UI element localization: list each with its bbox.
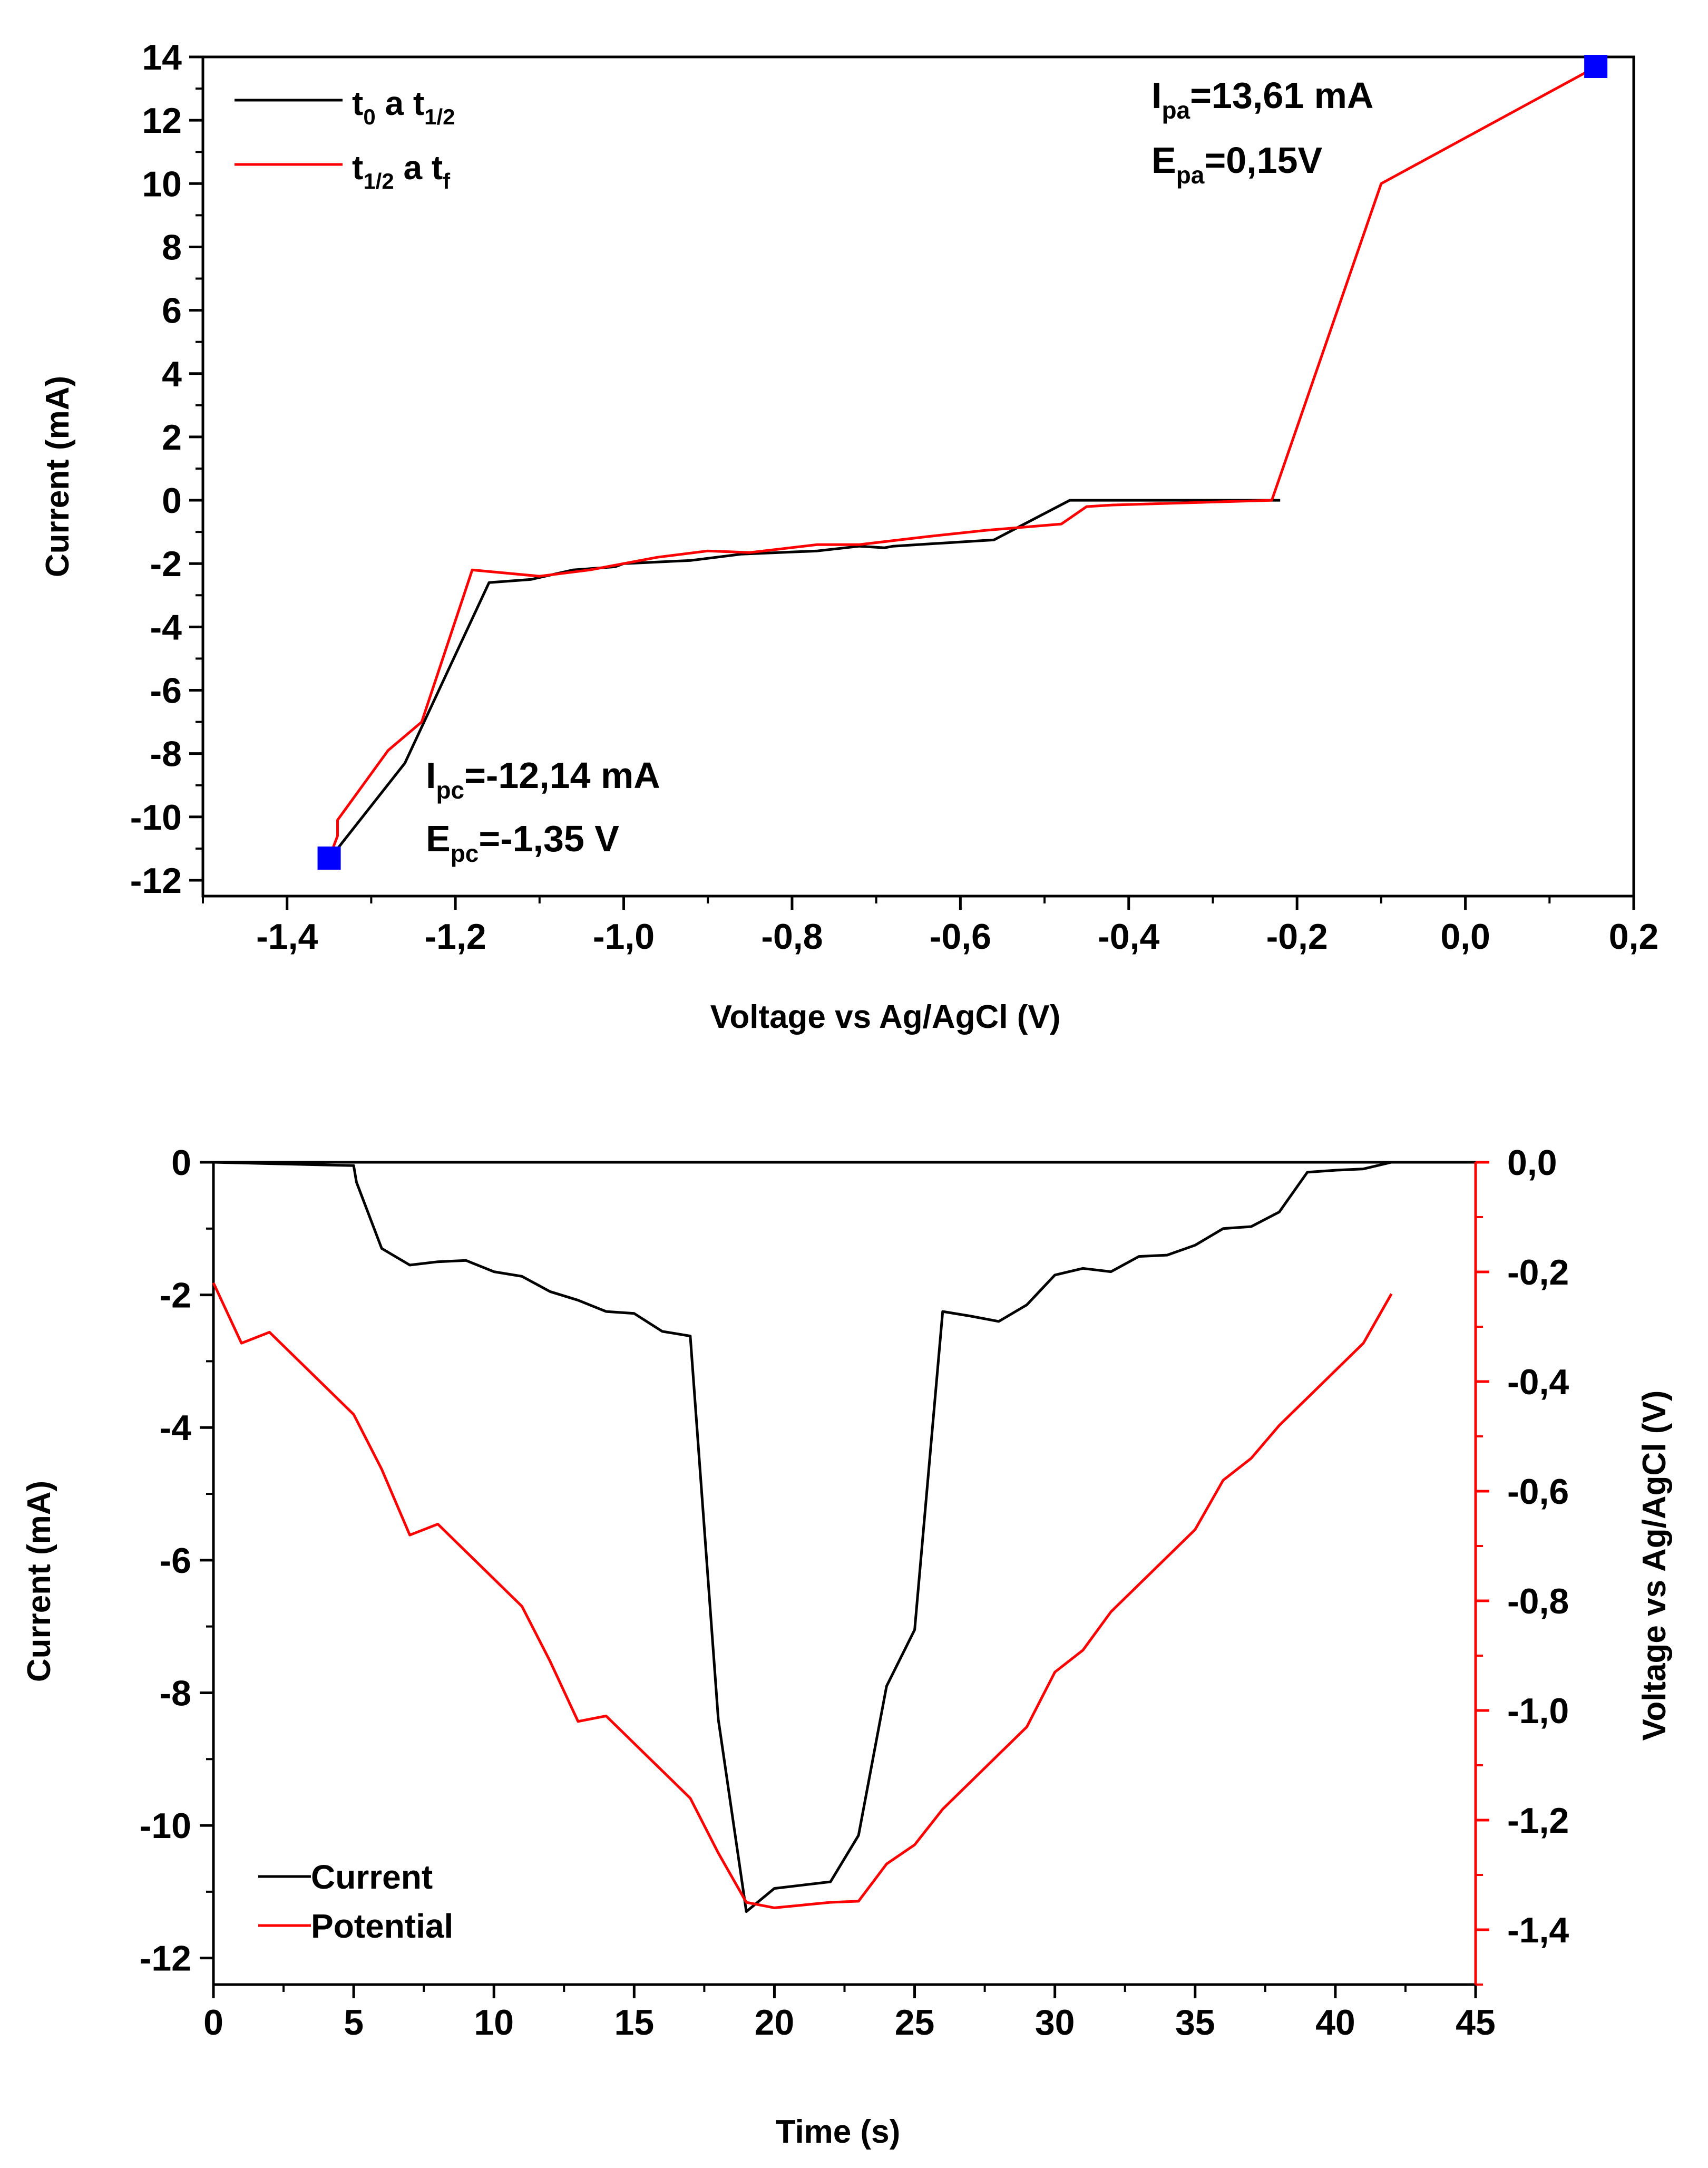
x-tick-label: -0,6: [930, 917, 991, 957]
x-tick-label: 40: [1315, 2002, 1355, 2043]
y2-tick-label: -0,8: [1507, 1581, 1569, 1621]
y-tick-label: -6: [160, 1541, 191, 1581]
cv-x-axis-label: Voltage vs Ag/AgCl (V): [710, 999, 1061, 1035]
y-tick-label: -8: [150, 734, 182, 774]
y2-tick-label: 0,0: [1507, 1143, 1557, 1183]
legend-label-potential: Potential: [311, 1907, 453, 1945]
y-tick-label: -2: [150, 544, 182, 584]
x-tick-label: 0: [203, 2002, 223, 2043]
legend-label-current: Current: [311, 1858, 433, 1896]
x-tick-label: 25: [895, 2002, 935, 2043]
y-tick-label: -10: [140, 1806, 191, 1846]
y-tick-label: -4: [150, 607, 182, 647]
series-line-current: [213, 1161, 1392, 1913]
time-chart: 0 5 10 15 20 25 30 35 40 45 0 -2 -4 -6 -8 -10 -12 0,0 -0…: [21, 1143, 1673, 2150]
y-tick-label: -4: [160, 1408, 192, 1448]
series-line-potential: [212, 1282, 1393, 1909]
x-tick-label: 0,2: [1609, 917, 1659, 957]
x-tick-label: -0,2: [1266, 917, 1328, 957]
x-tick-label: 45: [1456, 2002, 1496, 2043]
x-tick-label: 15: [614, 2002, 655, 2043]
annotation-ipa: Ipa=13,61 mA: [1151, 75, 1373, 124]
annotation-epa: Epa=0,15V: [1151, 140, 1323, 189]
y-tick-label: 2: [162, 417, 182, 458]
x-tick-label: 0,0: [1440, 917, 1490, 957]
y-tick-label: -6: [150, 671, 182, 711]
x-tick-label: 10: [474, 2002, 514, 2043]
y-tick-label: 14: [142, 37, 182, 77]
y-tick-label: 4: [162, 354, 182, 394]
time-y2-axis-label: Voltage vs Ag/AgCl (V): [1636, 1391, 1673, 1741]
x-tick-label: -1,0: [593, 917, 655, 957]
cv-y-axis-label: Current (mA): [40, 376, 76, 577]
cv-chart: -1,4 -1,2 -1,0 -0,8 -0,6 -0,4 -0,2 0,0 0,2 -12 -1…: [40, 37, 1659, 1035]
y-tick-label: -12: [140, 1939, 191, 1979]
y-tick-label: -8: [160, 1673, 191, 1713]
peak-marker: [1584, 55, 1608, 79]
cv-plot-frame: [201, 55, 1635, 898]
y2-tick-label: -0,6: [1507, 1472, 1569, 1512]
y-tick-label: 0: [171, 1143, 191, 1183]
y2-tick-label: -0,4: [1507, 1362, 1569, 1402]
y-tick-label: -12: [130, 861, 182, 901]
legend-label-t0-t12: t0 a t1/2: [352, 84, 455, 129]
x-tick-label: 5: [344, 2002, 364, 2043]
y-tick-label: 8: [162, 227, 182, 267]
x-tick-label: 20: [755, 2002, 795, 2043]
x-tick-label: 30: [1035, 2002, 1075, 2043]
x-tick-label: -1,2: [425, 917, 486, 957]
x-tick-label: -1,4: [256, 917, 318, 957]
annotation-ipc: Ipc=-12,14 mA: [426, 755, 660, 804]
peak-marker: [317, 846, 341, 870]
y2-tick-label: -1,4: [1507, 1910, 1569, 1950]
x-tick-label: -0,4: [1098, 917, 1159, 957]
y2-tick-label: -1,2: [1507, 1801, 1569, 1841]
series-line-red: [328, 68, 1593, 859]
y-tick-label: 6: [162, 291, 182, 331]
y2-tick-label: -1,0: [1507, 1691, 1569, 1731]
x-tick-label: 35: [1175, 2002, 1215, 2043]
y-tick-label: 12: [142, 101, 182, 141]
cv-legend: t0 a t1/2 t1/2 a tf: [235, 84, 455, 193]
y-tick-label: -10: [130, 798, 182, 838]
annotation-epc: Epc=-1,35 V: [426, 818, 619, 867]
y-tick-label: 0: [162, 481, 182, 521]
y-tick-label: 10: [142, 164, 182, 204]
series-line-black: [328, 499, 1281, 859]
legend-label-t12-tf: t1/2 a tf: [352, 149, 451, 193]
time-y-axis-label: Current (mA): [21, 1481, 57, 1682]
time-legend: Current Potential: [258, 1858, 453, 1945]
time-x-axis-label: Time (s): [776, 2114, 901, 2150]
x-tick-label: -0,8: [761, 917, 823, 957]
y-tick-label: -2: [160, 1276, 191, 1316]
y2-tick-label: -0,2: [1507, 1252, 1569, 1292]
